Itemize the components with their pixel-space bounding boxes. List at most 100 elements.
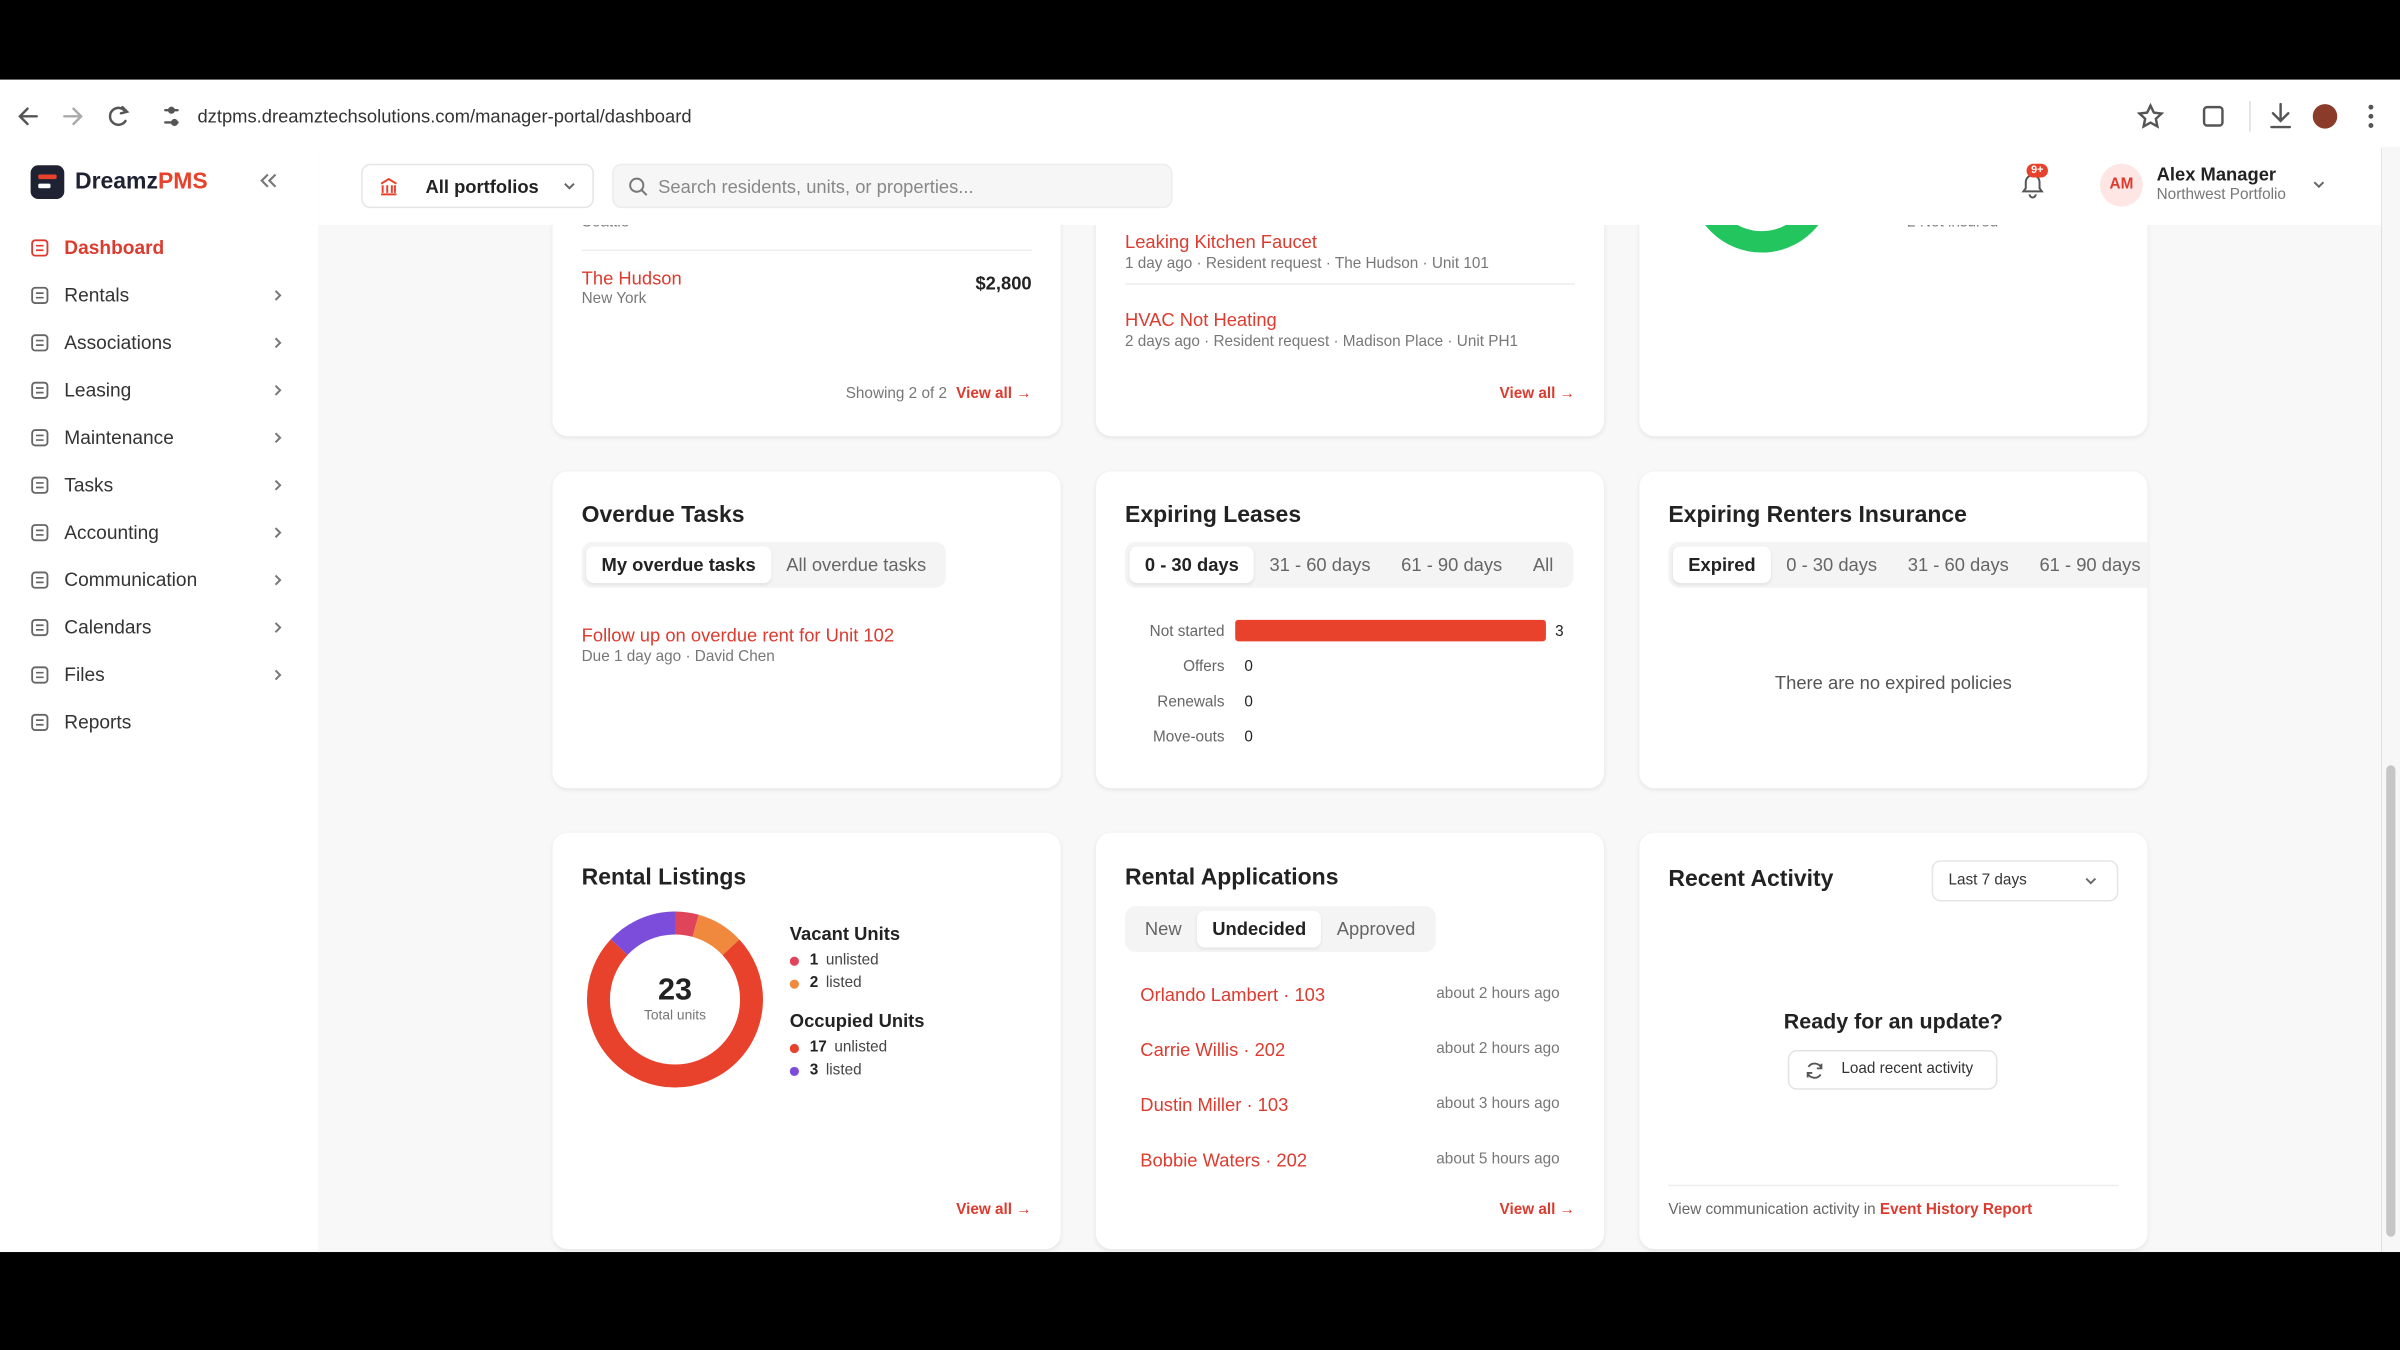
tab[interactable]: 61 - 90 days — [2039, 554, 2141, 576]
application-time: about 2 hours ago — [1436, 985, 1560, 1003]
tab[interactable]: 61 - 90 days — [1401, 554, 1503, 576]
card-title: Rental Applications — [1124, 864, 1339, 891]
bar-chart: Not started 3 Offers 0 Renewals 0 Move-outs 0 — [1150, 619, 1564, 746]
card-title: Rental Listings — [581, 864, 747, 891]
icon-shape — [31, 429, 49, 447]
nav-chevron — [274, 479, 282, 491]
tab[interactable]: All overdue tasks — [786, 554, 927, 576]
icon-shape — [31, 571, 49, 589]
work-order-title[interactable]: Leaking Kitchen Faucet — [1124, 231, 1317, 253]
tab-bar: My overdue tasks All overdue tasks — [581, 541, 947, 588]
nav-item[interactable]: Dashboard — [18, 228, 300, 268]
scrollbar — [2381, 146, 2400, 1253]
tab[interactable]: Expired — [1672, 546, 1771, 584]
nav-item[interactable]: Associations — [18, 323, 300, 363]
tab[interactable]: 31 - 60 days — [1907, 554, 2009, 576]
nav-icon — [31, 618, 49, 637]
legend-label: listed — [825, 974, 862, 992]
load-button-label: Load recent activity — [1841, 1060, 1974, 1078]
collapse-button[interactable] — [257, 170, 278, 191]
donut-chart — [586, 911, 764, 1088]
bar — [1235, 619, 1546, 642]
nav-chevron — [274, 669, 282, 681]
property-name[interactable]: The Hudson — [581, 267, 682, 290]
card-title: Expiring Leases — [1124, 502, 1302, 529]
chevron — [274, 337, 282, 349]
event-history-link[interactable]: Event History Report — [1879, 1201, 2033, 1219]
tab[interactable]: 31 - 60 days — [1269, 554, 1371, 576]
search-box[interactable]: Search residents, units, or properties..… — [612, 163, 1173, 209]
nav-item[interactable]: Accounting — [18, 513, 300, 553]
insurance-ring — [1705, 224, 1819, 253]
nav-icon — [31, 286, 49, 304]
legend-count: 2 — [809, 974, 819, 992]
view-all-link[interactable]: View all → — [956, 385, 1032, 403]
donut-segment — [586, 911, 764, 1088]
footer: View communication activity in Event His… — [1668, 1200, 2032, 1221]
insurance-legend: 2 Not insured — [1907, 225, 1998, 234]
legend-count: 3 — [809, 1062, 819, 1080]
nav-item[interactable]: Files — [18, 655, 300, 695]
nav-item[interactable]: Communication — [18, 560, 300, 600]
applicant-name[interactable]: Carrie Willis · 202 — [1140, 1039, 1286, 1061]
application-time: about 2 hours ago — [1436, 1040, 1560, 1058]
tab[interactable]: New — [1144, 918, 1182, 940]
portfolio-select[interactable]: All portfolios — [361, 163, 594, 209]
donut-total-label: Total units — [643, 1007, 707, 1023]
nav-item[interactable]: Reports — [18, 703, 300, 743]
tab-bar: 0 - 30 days 31 - 60 days 61 - 90 days All — [1124, 541, 1574, 588]
tab[interactable]: Approved — [1336, 918, 1416, 940]
applicant-name[interactable]: Orlando Lambert · 103 — [1140, 984, 1326, 1006]
load-button[interactable]: Load recent activity — [1787, 1049, 1998, 1090]
tab[interactable]: My overdue tasks — [586, 546, 771, 584]
tab[interactable]: 0 - 30 days — [1129, 546, 1255, 584]
nav-label: Dashboard — [64, 237, 165, 259]
icon-shape — [31, 713, 49, 732]
bar-label: Move-outs — [1153, 729, 1225, 746]
user-menu-chevron[interactable] — [2311, 178, 2326, 193]
nav-icon — [31, 334, 49, 352]
address-bar[interactable]: dztpms.dreamztechsolutions.com/manager-p… — [197, 105, 692, 128]
expiring-insurance-card: Expiring Renters Insurance There are no … — [1639, 471, 2148, 789]
work-order-title[interactable]: HVAC Not Heating — [1124, 309, 1277, 331]
chevron — [274, 290, 282, 301]
applicant-name[interactable]: Dustin Miller · 103 — [1140, 1094, 1289, 1116]
task-title[interactable]: Follow up on overdue rent for Unit 102 — [581, 624, 895, 646]
user-name: Alex Manager — [2156, 163, 2277, 186]
nav-icon — [31, 476, 49, 494]
range-select[interactable]: Last 7 days — [1931, 860, 2119, 902]
tab-bar: New Undecided Approved — [1124, 906, 1436, 953]
nav-item[interactable]: Leasing — [18, 370, 300, 410]
work-orders-card: View all → Leaking Kitchen Faucet 1 day a… — [1095, 224, 1605, 437]
topbar: All portfolios Search residents, units, … — [318, 146, 2382, 227]
tab[interactable]: Undecided — [1196, 910, 1322, 948]
legend-item: 3 listed — [789, 1061, 862, 1081]
nav-icon — [31, 524, 49, 542]
legend-dot — [789, 1066, 799, 1076]
view-all-link[interactable]: View all → — [1499, 385, 1575, 403]
icon-shape — [31, 618, 49, 637]
showing-count: Showing 2 of 2 — [845, 385, 947, 403]
icon-shape — [31, 286, 49, 304]
chevron — [564, 182, 575, 190]
property-rent: $2,800 — [975, 272, 1032, 294]
nav-chevron — [274, 432, 282, 444]
card-title: Expiring Renters Insurance — [1668, 502, 1967, 529]
nav-label: Files — [64, 664, 105, 686]
scrollbar-thumb[interactable] — [2386, 765, 2396, 1237]
chevron — [274, 669, 282, 681]
applicant-name[interactable]: Bobbie Waters · 202 — [1140, 1149, 1308, 1171]
view-all-link[interactable]: View all → — [956, 1201, 1032, 1219]
nav-chevron — [274, 527, 282, 538]
tab[interactable]: 0 - 30 days — [1786, 554, 1878, 576]
view-all-link[interactable]: View all → — [1499, 1201, 1575, 1219]
nav-item[interactable]: Maintenance — [18, 418, 300, 458]
nav-chevron — [274, 574, 282, 586]
nav-item[interactable]: Calendars — [18, 608, 300, 648]
user-portfolio: Northwest Portfolio — [2156, 186, 2286, 204]
nav-item[interactable]: Rentals — [18, 276, 300, 316]
nav-item[interactable]: Tasks — [18, 465, 300, 505]
tab[interactable]: All — [1532, 554, 1554, 576]
avatar[interactable]: AM — [2099, 163, 2143, 207]
